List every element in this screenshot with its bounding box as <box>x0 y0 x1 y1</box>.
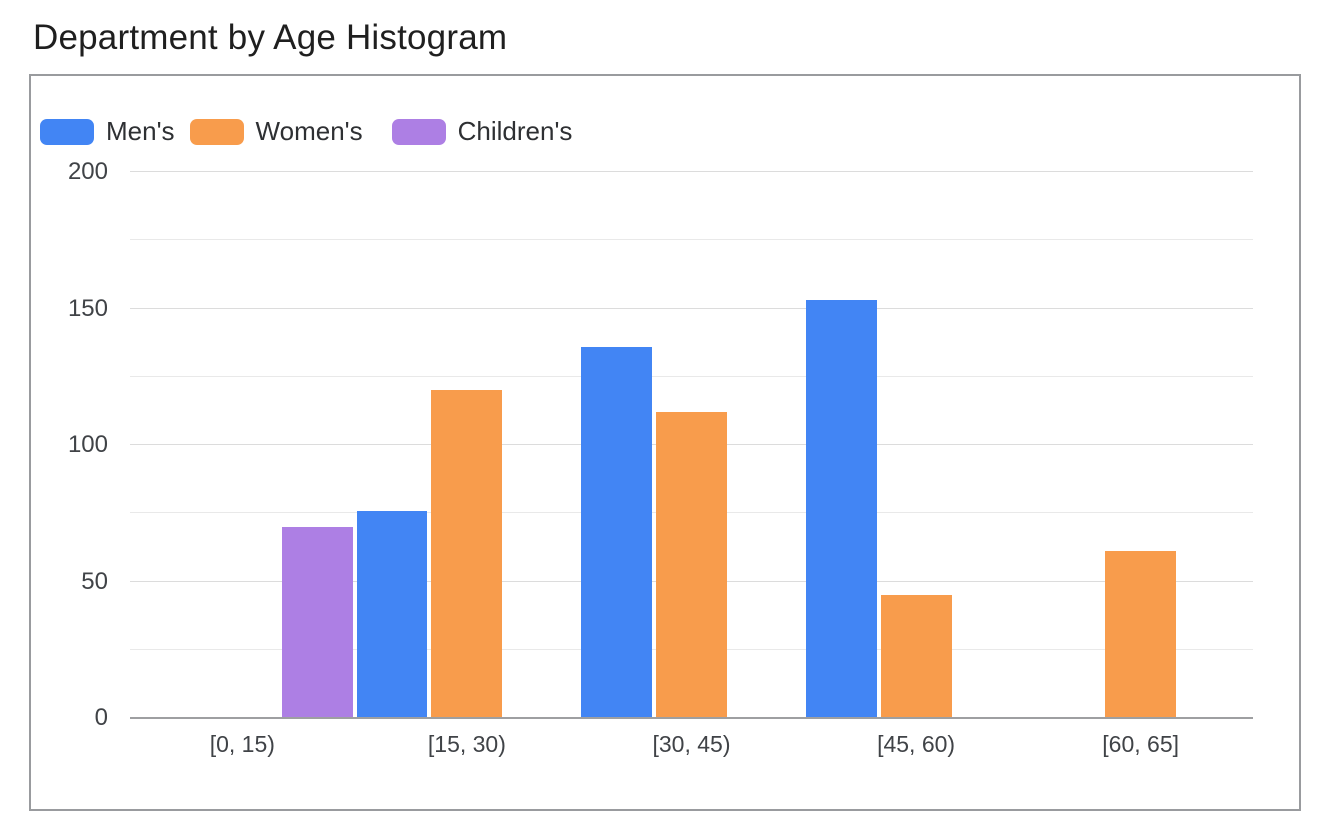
legend-item-womens[interactable]: Women's <box>189 116 363 147</box>
legend-label: Women's <box>255 116 363 146</box>
bar-groups: [0, 15) [15, 30) [30, 45) [45, 60) [60, 65] <box>130 172 1253 757</box>
bar-slot-childrens-6065 <box>1178 172 1253 718</box>
bar-slot-childrens-3045 <box>729 172 804 718</box>
gridline-125 <box>130 375 1253 377</box>
x-tick-label-6065: [60, 65] <box>1102 731 1180 757</box>
bar-slot-mens-6065 <box>1028 172 1103 718</box>
legend-label: Men's <box>106 116 175 146</box>
bar-slot-womens-015 <box>205 172 280 718</box>
bar-group-6065: [60, 65] <box>1028 172 1253 757</box>
legend-swatch-childrens <box>391 118 446 145</box>
bar-womens-1530[interactable] <box>431 390 503 718</box>
bar-slot-mens-1530 <box>355 172 430 718</box>
legend-swatch-womens <box>189 118 244 145</box>
bar-slot-mens-015 <box>130 172 205 718</box>
bar-slot-childrens-4560 <box>954 172 1029 718</box>
legend-label: Children's <box>457 116 573 146</box>
plot-area: 0 50 100 150 200 [0, 15) [15, 30) [30, 45) [45,… <box>68 159 1253 757</box>
legend-swatch-mens <box>40 118 94 145</box>
bar-womens-6065[interactable] <box>1105 551 1177 718</box>
bar-slot-mens-4560 <box>804 172 879 718</box>
gridline-200 <box>130 171 1253 172</box>
chart-title: Department by Age Histogram <box>33 18 508 57</box>
gridline-150 <box>130 307 1253 309</box>
x-axis-baseline <box>130 717 1253 719</box>
y-tick-label-200: 200 <box>67 158 108 185</box>
bar-slot-womens-1530 <box>429 172 504 718</box>
bar-mens-3045[interactable] <box>581 347 653 718</box>
chart-card: Men's Women's Children's 0 50 100 150 200 [0, … <box>29 74 1301 811</box>
bar-slot-womens-6065 <box>1103 172 1178 718</box>
bar-group-4560: [45, 60) <box>804 172 1029 757</box>
y-tick-label-50: 50 <box>81 567 108 595</box>
x-tick-label-015: [0, 15) <box>209 731 275 757</box>
x-tick-label-1530: [15, 30) <box>427 731 506 757</box>
x-tick-label-3045: [30, 45) <box>652 731 731 757</box>
bar-group-3045: [30, 45) <box>579 172 804 757</box>
bar-womens-4560[interactable] <box>880 595 952 718</box>
bar-group-015: [0, 15) <box>130 172 355 757</box>
gridline-175 <box>130 239 1253 241</box>
bar-womens-3045[interactable] <box>656 412 727 718</box>
bar-group-1530: [15, 30) <box>355 172 580 757</box>
x-tick-label-4560: [45, 60) <box>877 731 956 757</box>
bar-slot-mens-3045 <box>579 172 654 718</box>
bar-slot-childrens-015 <box>280 172 355 718</box>
bar-slot-womens-3045 <box>654 172 729 718</box>
legend-item-mens[interactable]: Men's <box>40 116 175 147</box>
bar-mens-1530[interactable] <box>356 511 428 718</box>
y-tick-label-100: 100 <box>67 431 108 458</box>
bar-childrens-015[interactable] <box>281 527 353 718</box>
legend-item-childrens[interactable]: Children's <box>391 116 573 147</box>
bar-slot-childrens-1530 <box>504 172 579 718</box>
legend: Men's Women's Children's <box>40 116 572 147</box>
y-tick-label-150: 150 <box>67 294 108 322</box>
y-tick-label-0: 0 <box>94 704 108 731</box>
bar-slot-womens-4560 <box>879 172 954 718</box>
bar-mens-4560[interactable] <box>805 300 877 718</box>
